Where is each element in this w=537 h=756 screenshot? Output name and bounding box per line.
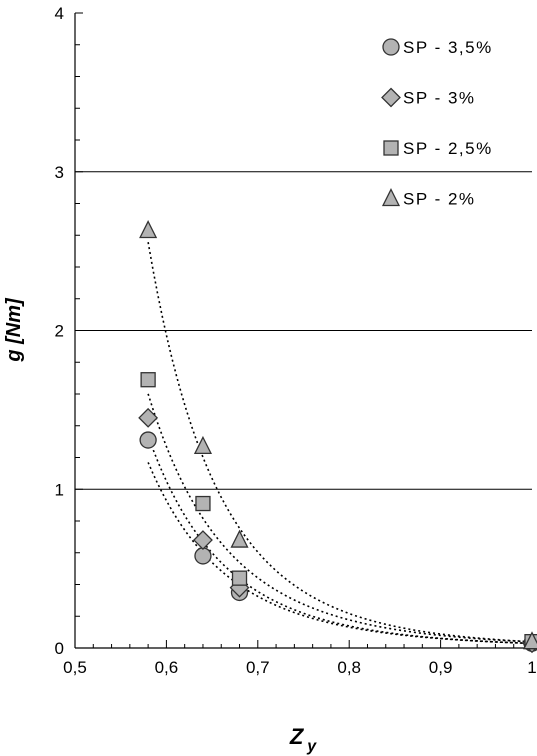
data-point-triangle (230, 529, 249, 548)
x-tick-label: 0,5 (63, 658, 87, 677)
data-point-square (195, 495, 211, 512)
x-axis-title-subscript: y (306, 738, 317, 755)
y-tick-label: 3 (55, 163, 64, 182)
data-point-diamond (193, 530, 213, 550)
data-point-circle (139, 431, 157, 449)
x-tick-label: 0,7 (246, 658, 270, 677)
x-tick-label: 0,6 (155, 658, 179, 677)
x-axis-title-main: Z (289, 724, 305, 749)
legend-marker-circle (382, 38, 400, 56)
legend-marker-square (383, 140, 399, 156)
data-point-triangle (522, 631, 537, 650)
legend: SP - 3,5% SP - 3% SP - 2,5% SP - 2% (381, 38, 493, 209)
tick-labels: 0 1 2 3 4 0,5 0,6 0,7 0,8 0,9 1 (55, 4, 537, 677)
trendline (147, 393, 533, 643)
y-tick-label: 0 (55, 639, 64, 658)
x-tick-label: 0,9 (429, 658, 453, 677)
data-point-triangle (139, 220, 158, 239)
trendlines (147, 242, 533, 645)
x-tick-label: 0,8 (337, 658, 361, 677)
legend-label: SP - 3% (403, 89, 476, 108)
y-tick-label: 1 (55, 480, 64, 499)
data-point-square (140, 372, 156, 388)
data-point-circle (194, 547, 212, 565)
legend-label: SP - 2,5% (403, 139, 493, 158)
y-axis-title: g [Nm] (3, 297, 25, 363)
gridlines (75, 171, 532, 490)
x-tick-label: 1 (527, 658, 536, 677)
data-markers (138, 220, 537, 654)
legend-marker-triangle (381, 188, 401, 207)
legend-label: SP - 3,5% (403, 38, 493, 57)
y-tick-label: 2 (55, 322, 64, 341)
legend-marker-diamond (381, 87, 401, 108)
data-point-triangle (193, 435, 213, 455)
data-point-diamond (138, 407, 159, 428)
axes (74, 12, 533, 649)
data-point-square (231, 570, 248, 586)
legend-label: SP - 2% (403, 190, 476, 209)
trendline (147, 242, 533, 643)
y-tick-label: 4 (55, 4, 64, 23)
